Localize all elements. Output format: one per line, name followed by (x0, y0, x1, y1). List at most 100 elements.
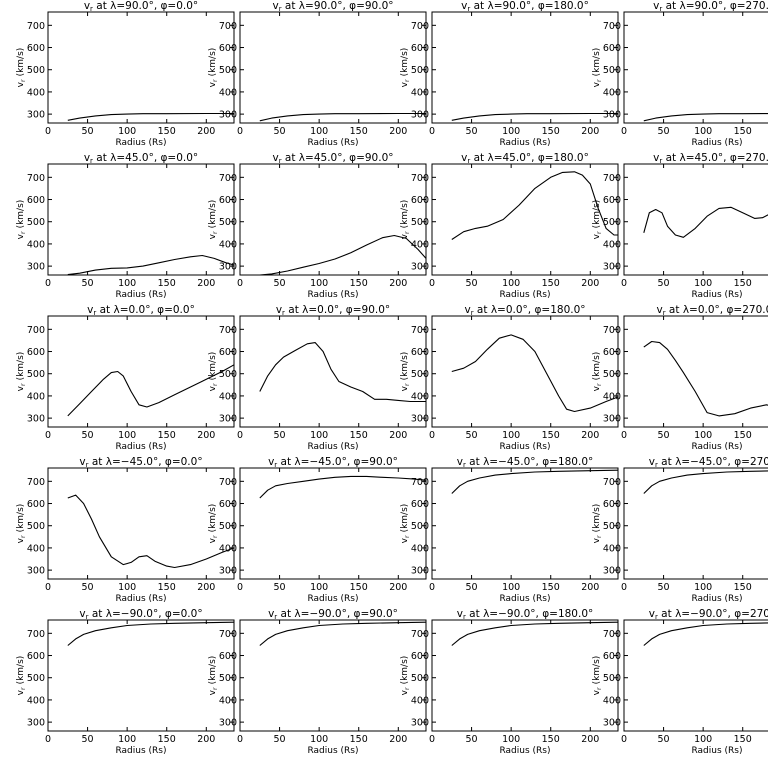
y-axis-label-fragment: (km/s) (16, 200, 26, 232)
title-fragment: r (86, 461, 89, 469)
x-tick-label: 150 (542, 430, 560, 441)
x-tick-label: 150 (542, 734, 560, 745)
plot-frame (239, 467, 427, 580)
x-tick-label: 200 (389, 430, 407, 441)
title-latitude: −45.0 (309, 456, 341, 468)
x-axis-label: Radius (Rs) (115, 138, 166, 148)
y-axis-label-fragment: v (16, 233, 26, 239)
title-longitude: 180.0 (554, 152, 584, 164)
panel-3: vr at λ=90.0°, φ=270.0°05010015020030040… (592, 0, 768, 148)
title-fragment: at λ= (666, 304, 698, 316)
y-axis-label-fragment: r (403, 231, 411, 234)
series-line-0 (643, 340, 768, 417)
x-tick-label: 100 (118, 582, 136, 593)
y-axis-label-fragment: r (19, 383, 27, 386)
x-tick-label: 100 (118, 126, 136, 137)
y-axis-label-fragment: (km/s) (592, 200, 602, 232)
x-tick-label: 150 (158, 278, 176, 289)
title-longitude: 0.0 (181, 456, 198, 468)
title-fragment: v (87, 304, 93, 316)
x-tick-label: 150 (350, 734, 368, 745)
y-tick-label: 300 (411, 262, 429, 273)
x-axis-label: Radius (Rs) (115, 746, 166, 756)
y-tick-label: 500 (219, 521, 237, 532)
plot-frame (47, 619, 235, 732)
title-fragment: v (79, 608, 85, 620)
y-axis-label: vr (km/s) (16, 200, 27, 240)
title-longitude: 0.0 (176, 152, 193, 164)
title-fragment: r (279, 5, 282, 13)
y-tick-label: 400 (603, 543, 621, 554)
y-tick-label: 500 (603, 65, 621, 76)
panel-10: vr at λ=0.0°, φ=180.0°0 50 100 150 200300400… (400, 304, 619, 452)
title-longitude: 0.0 (181, 608, 198, 620)
title-fragment: ° (197, 608, 202, 620)
title-fragment: ° (588, 456, 593, 468)
x-tick-label: 200 (581, 126, 599, 137)
title-fragment: r (90, 5, 93, 13)
y-axis-label-fragment: (km/s) (592, 352, 602, 384)
series-line-0 (643, 622, 768, 646)
x-tick-label: 200 (197, 582, 215, 593)
y-tick-label: 700 (27, 21, 45, 32)
x-tick-label: 0 (45, 278, 51, 289)
title-fragment: at λ= (466, 608, 498, 620)
y-tick-label: 400 (27, 543, 45, 554)
title-fragment: r (471, 309, 474, 317)
panel-title: vr at λ=90.0°, φ=270.0° (653, 0, 768, 13)
title-fragment: ° (580, 304, 585, 316)
title-fragment: at λ= (662, 152, 694, 164)
y-tick-label: 700 (411, 21, 429, 32)
title-fragment: ° (197, 456, 202, 468)
y-tick-label: 700 (411, 173, 429, 184)
y-tick-label: 300 (603, 566, 621, 577)
title-fragment: ° (385, 304, 390, 316)
x-tick-label: 150 (350, 126, 368, 137)
x-tick-label: 50 (658, 126, 670, 137)
panel-0: vr at λ=90.0°, φ=0.0°0 50 100 150 2003004005… (16, 0, 235, 148)
x-tick-label: 50 (82, 582, 94, 593)
panel-9: vr at λ=0.0°, φ=90.0°0 50 100 150 2003004005… (208, 304, 427, 452)
title-fragment: ° (588, 608, 593, 620)
title-latitude: 0.0 (506, 304, 523, 316)
x-tick-label: 150 (734, 278, 752, 289)
title-latitude: 0.0 (698, 304, 715, 316)
x-tick-label: 150 (158, 126, 176, 137)
title-fragment: °, φ= (153, 608, 181, 620)
title-fragment: r (655, 613, 658, 621)
x-tick-label: 200 (197, 278, 215, 289)
x-tick-label: 50 (274, 734, 286, 745)
y-axis-label: vr (km/s) (16, 352, 27, 392)
title-fragment: r (93, 309, 96, 317)
panel-2: vr at λ=90.0°, φ=180.0°0 50 100 150 20030040… (400, 0, 619, 148)
y-axis-label: vr (km/s) (16, 656, 27, 696)
y-axis-label-fragment: v (208, 385, 218, 391)
panel-title: vr at λ=0.0°, φ=90.0° (276, 304, 390, 317)
x-tick-label: 200 (197, 430, 215, 441)
y-tick-label: 300 (603, 110, 621, 121)
title-longitude: 180.0 (554, 0, 584, 12)
y-tick-label: 700 (219, 325, 237, 336)
title-fragment: v (653, 152, 659, 164)
y-tick-label: 300 (219, 414, 237, 425)
y-tick-label: 600 (219, 651, 237, 662)
x-tick-label: 200 (197, 734, 215, 745)
panel-title: vr at λ=90.0°, φ=90.0° (272, 0, 393, 13)
title-longitude: 270.0 (746, 0, 768, 12)
title-fragment: at λ= (658, 608, 690, 620)
x-tick-label: 100 (502, 734, 520, 745)
panel-6: vr at λ=45.0°, φ=180.0°0 50 100 150 20030040… (400, 152, 619, 300)
y-tick-label: 400 (603, 239, 621, 250)
y-axis-label-fragment: r (403, 79, 411, 82)
y-axis-label: vr (km/s) (400, 656, 411, 696)
y-tick-label: 600 (603, 651, 621, 662)
y-axis-label: vr (km/s) (592, 656, 603, 696)
y-tick-label: 300 (27, 110, 45, 121)
x-tick-label: 0 (621, 430, 627, 441)
x-tick-label: 150 (734, 582, 752, 593)
y-tick-label: 300 (603, 262, 621, 273)
panel-15: vr at λ=−45.0°, φ=270.0°0501001502003004… (592, 456, 768, 604)
x-axis-label: Radius (Rs) (115, 290, 166, 300)
y-axis-label-fragment: (km/s) (592, 656, 602, 688)
y-axis-label-fragment: (km/s) (592, 48, 602, 80)
